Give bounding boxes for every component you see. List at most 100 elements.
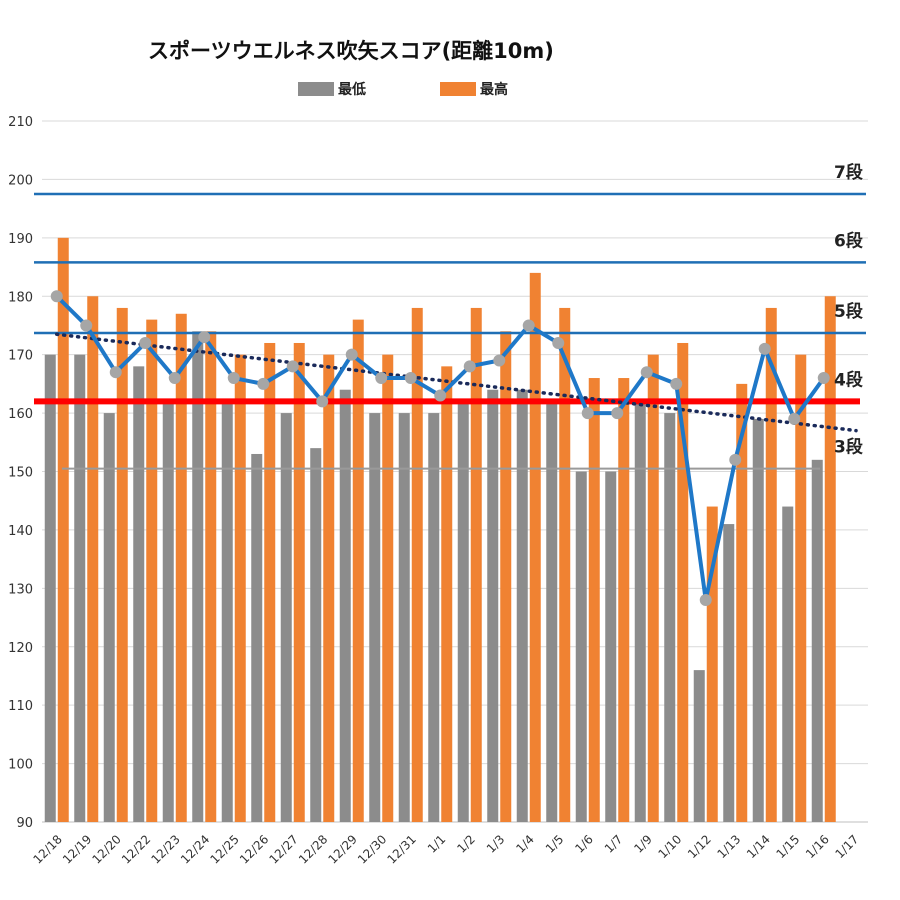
- legend-swatch-min: [298, 82, 334, 96]
- rank-label: 4段: [834, 369, 863, 390]
- chart-title: スポーツウエルネス吹矢スコア(距離10m): [148, 39, 554, 63]
- bar-max: [116, 307, 128, 822]
- bar-min: [133, 366, 145, 822]
- bar-max: [87, 296, 99, 822]
- line-point: [581, 407, 594, 420]
- bar-max: [647, 354, 659, 822]
- line-point: [316, 395, 329, 408]
- bar-min: [162, 401, 174, 822]
- rank-label: 7段: [834, 162, 863, 183]
- bar-min: [723, 524, 735, 822]
- y-tick-label: 110: [8, 699, 33, 714]
- bar-min: [487, 389, 499, 822]
- bar-max: [618, 378, 630, 822]
- x-tick-label: 12/27: [267, 832, 301, 866]
- line-point: [699, 594, 712, 607]
- bar-max: [765, 307, 777, 822]
- score-line: [50, 290, 830, 607]
- y-tick-label: 90: [16, 816, 33, 831]
- bar-max: [57, 237, 69, 823]
- bar-min: [546, 401, 558, 822]
- trend-line: [55, 332, 858, 433]
- bar-min: [74, 354, 86, 822]
- y-tick-label: 160: [8, 407, 33, 422]
- bar-max: [352, 319, 364, 822]
- rank-label: 5段: [834, 301, 863, 322]
- line-point: [670, 377, 683, 390]
- y-tick-label: 130: [8, 582, 33, 597]
- x-tick-label: 12/20: [90, 832, 124, 866]
- y-axis-ticks: 90 100 110 120 130 140 150 160 170 180 190 200 210: [8, 115, 33, 831]
- x-tick-label: 12/30: [355, 832, 389, 866]
- y-tick-label: 170: [8, 349, 33, 364]
- bar-min: [693, 670, 705, 822]
- bar-min: [516, 389, 528, 822]
- x-tick-label: 1/12: [685, 832, 714, 861]
- bar-min: [251, 453, 263, 822]
- x-tick-label: 1/7: [602, 832, 626, 856]
- x-tick-label: 12/29: [326, 832, 360, 866]
- x-tick-label: 12/19: [60, 832, 94, 866]
- line-point: [758, 342, 771, 355]
- x-tick-label: 12/18: [31, 832, 65, 866]
- rank-lines: 3段 4段 5段 6段 7段: [34, 162, 866, 470]
- x-tick-label: 12/31: [385, 832, 419, 866]
- bar-min: [782, 506, 794, 822]
- x-tick-label: 1/10: [655, 832, 684, 861]
- line-point: [522, 319, 535, 332]
- bars: [44, 237, 836, 823]
- line-point: [493, 354, 506, 367]
- bar-min: [428, 413, 440, 822]
- line-point: [611, 407, 624, 420]
- y-tick-label: 140: [8, 524, 33, 539]
- rank-label: 3段: [834, 437, 863, 458]
- rank-label: 6段: [834, 230, 863, 251]
- y-tick-label: 180: [8, 290, 33, 305]
- bar-max: [736, 383, 748, 822]
- line-point: [227, 372, 240, 385]
- bar-max: [795, 354, 807, 822]
- line-point: [109, 366, 122, 379]
- x-tick-label: 12/26: [237, 832, 271, 866]
- line-point: [463, 360, 476, 373]
- bar-max: [175, 313, 187, 822]
- x-tick-label: 1/5: [543, 832, 567, 856]
- x-tick-label: 12/28: [296, 832, 330, 866]
- bar-min: [280, 413, 292, 822]
- bar-max: [706, 506, 718, 822]
- legend-label-max: 最高: [480, 81, 508, 98]
- line-point: [640, 366, 653, 379]
- bar-min: [605, 471, 617, 822]
- bar-max: [677, 342, 689, 822]
- bar-max: [323, 354, 335, 822]
- line-point: [139, 336, 152, 349]
- x-axis-ticks: 12/1812/1912/2012/2212/2312/2412/2512/26…: [31, 832, 862, 866]
- x-tick-label: 12/24: [178, 832, 212, 866]
- x-tick-label: 1/16: [803, 832, 832, 861]
- bar-max: [500, 331, 512, 822]
- line-point: [404, 372, 417, 385]
- bar-max: [470, 307, 482, 822]
- bar-min: [575, 471, 587, 822]
- bar-max: [205, 331, 217, 822]
- legend-swatch-max: [440, 82, 476, 96]
- line-point: [729, 453, 742, 466]
- bar-min: [44, 354, 56, 822]
- line-point: [257, 377, 270, 390]
- bar-min: [398, 413, 410, 822]
- x-tick-label: 1/15: [773, 832, 802, 861]
- y-tick-label: 200: [8, 173, 33, 188]
- bar-max: [234, 354, 246, 822]
- x-tick-label: 1/2: [454, 832, 478, 856]
- line-point: [286, 360, 299, 373]
- x-tick-label: 1/4: [513, 832, 537, 856]
- line-point: [198, 331, 211, 344]
- x-tick-label: 1/6: [572, 832, 596, 856]
- x-tick-label: 1/13: [714, 832, 743, 861]
- bar-max: [824, 296, 836, 822]
- bar-max: [264, 342, 276, 822]
- line-point: [345, 348, 358, 361]
- bar-min: [634, 401, 646, 822]
